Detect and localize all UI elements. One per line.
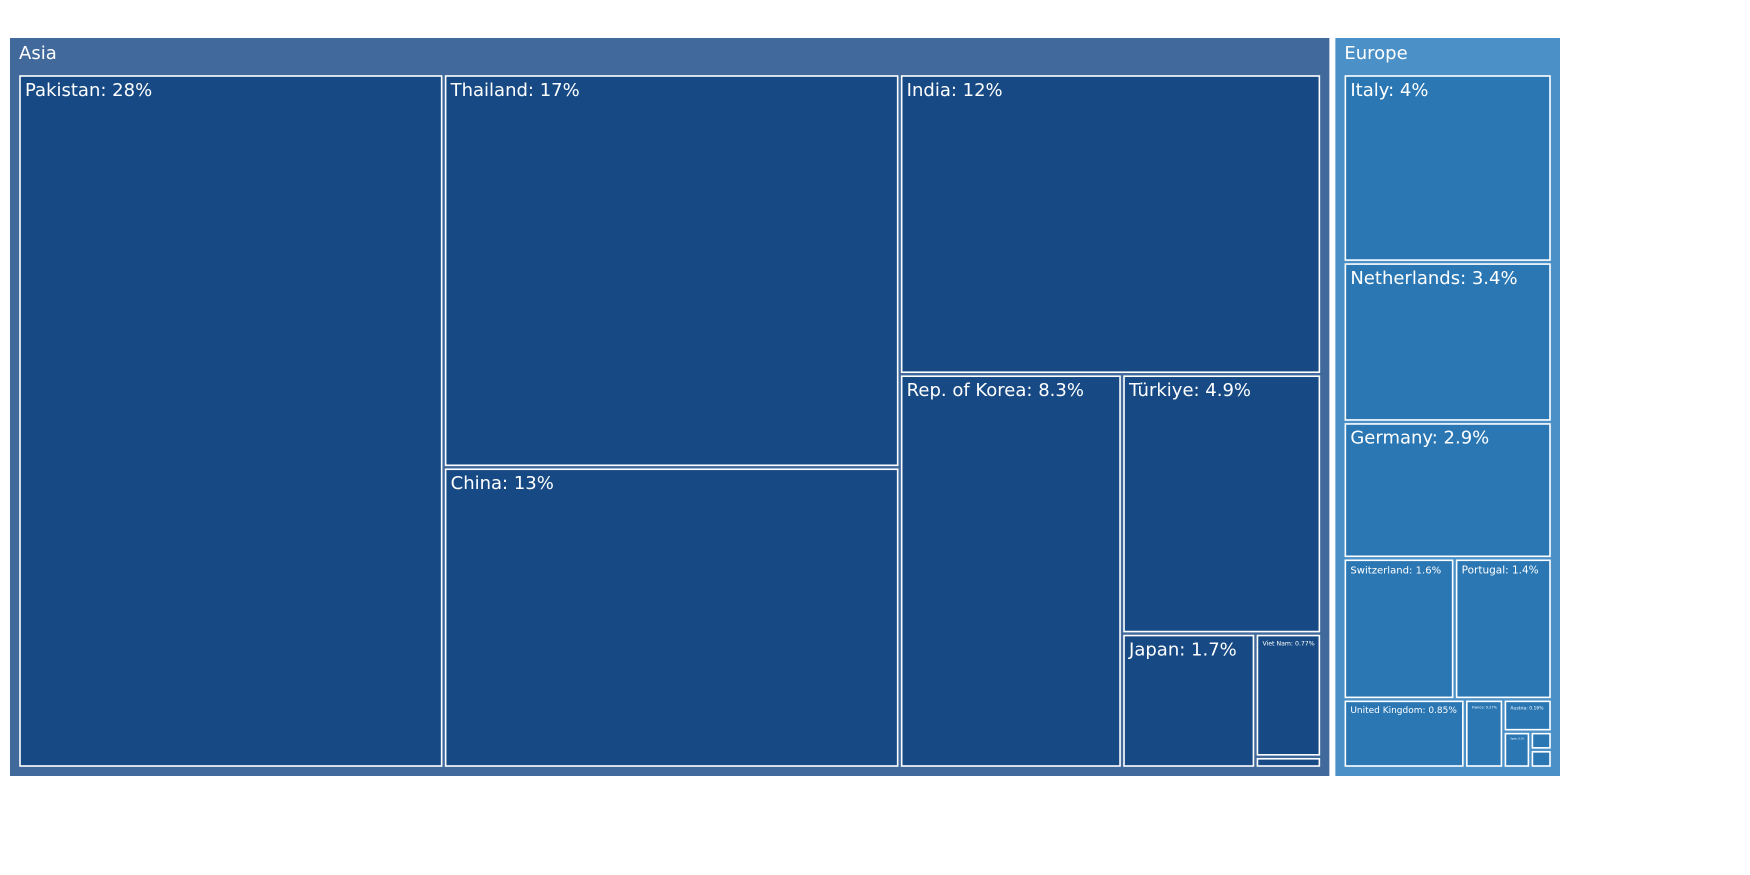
tile-label: Switzerland: 1.6%: [1350, 565, 1441, 576]
tile: [1504, 732, 1530, 767]
tile: [1256, 757, 1321, 767]
tile-label: Germany: 2.9%: [1350, 428, 1489, 449]
tile-label: India: 12%: [907, 80, 1003, 101]
tile-label: France: 0.27%: [1472, 705, 1498, 709]
tile: [1344, 263, 1551, 421]
tile: [1531, 732, 1551, 749]
tile-label: Austria: 0.16%: [1510, 706, 1544, 712]
group-label: Europe: [1344, 43, 1407, 64]
tile: [1531, 751, 1551, 767]
tile: [1504, 700, 1551, 731]
tile-label: Spain: 0.1%: [1510, 738, 1525, 741]
tile: [900, 75, 1321, 374]
tile-label: Italy: 4%: [1350, 80, 1428, 101]
tile-label: Rep. of Korea: 8.3%: [907, 380, 1084, 401]
tile: [444, 468, 899, 767]
tile-label: Pakistan: 28%: [25, 80, 152, 101]
tile-label: Viet Nam: 0.77%: [1262, 640, 1314, 647]
tile: [1256, 634, 1321, 756]
tile: [1344, 559, 1454, 699]
tile: [1123, 375, 1321, 633]
tile-label: Thailand: 17%: [450, 80, 580, 101]
tile-label: United Kingdom: 0.85%: [1350, 706, 1457, 716]
tile: [1344, 700, 1464, 767]
tile: [19, 75, 443, 767]
tile: [1466, 700, 1503, 767]
tile-label: Türkiye: 4.9%: [1128, 380, 1251, 401]
group-label: Asia: [19, 43, 57, 64]
tile-label: Netherlands: 3.4%: [1350, 268, 1517, 289]
tile: [1344, 423, 1551, 558]
tile-label: Japan: 1.7%: [1128, 639, 1237, 660]
tile: [444, 75, 899, 467]
tile: [1455, 559, 1551, 699]
tile: [1123, 634, 1255, 767]
tile: [900, 375, 1121, 767]
tile-label: China: 13%: [451, 473, 554, 494]
tile-label: Portugal: 1.4%: [1462, 565, 1539, 577]
tile: [1344, 75, 1551, 261]
